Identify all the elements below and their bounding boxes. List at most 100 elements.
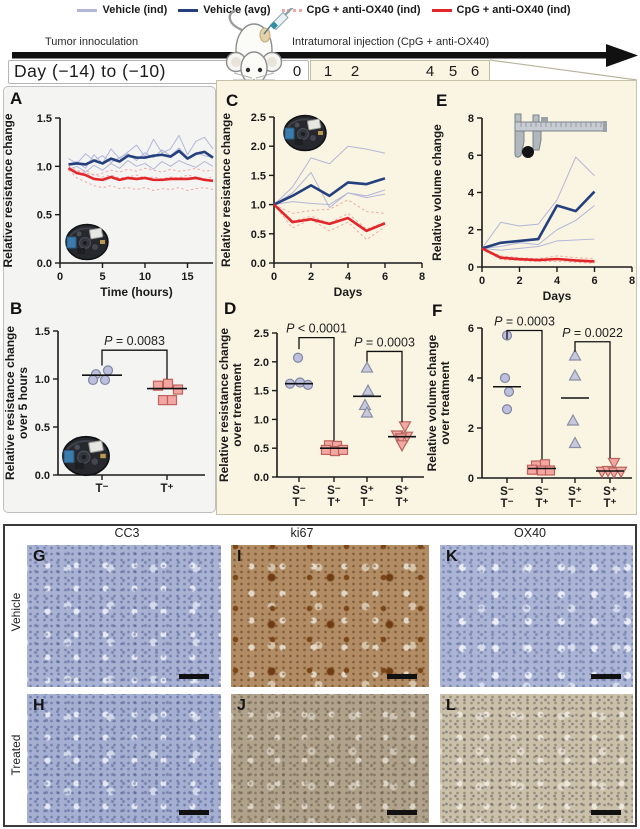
cpg-avg-line-swatch	[431, 8, 452, 12]
scale-bar	[179, 674, 209, 679]
scale-bar	[387, 810, 417, 815]
svg-text:Days: Days	[334, 285, 363, 299]
svg-text:Relative volume changeover tre: Relative volume changeover treatment	[425, 334, 452, 471]
svg-text:1.5: 1.5	[251, 170, 266, 182]
chart-panel-e-volume-vs-days: 0 2 4 6 8 0 2 4 6 8 Days Relative volume change	[430, 113, 635, 303]
svg-text:1.5: 1.5	[254, 386, 269, 398]
svg-text:0.0: 0.0	[35, 470, 50, 482]
svg-text:2.5: 2.5	[254, 328, 269, 340]
svg-text:Relative resistance changeover: Relative resistance changeover treatment	[217, 328, 244, 482]
panel-f-letter: F	[432, 301, 443, 320]
tumor-inoculation-label: Tumor innoculation	[45, 36, 139, 48]
svg-text:P = 0.0003: P = 0.0003	[354, 335, 415, 349]
day-number-2: 2	[350, 63, 360, 80]
svg-text:4: 4	[468, 188, 475, 200]
day-number-1: 1	[323, 63, 333, 80]
sensor-device-photo	[65, 223, 109, 261]
svg-text:Relative resistance change: Relative resistance change	[219, 113, 233, 267]
scale-bar	[179, 810, 209, 815]
svg-text:Days: Days	[543, 289, 572, 303]
chart-panel-f-volume-treatment-scatter: 0 2 4 6 S⁻ T⁻ S⁻ T⁺ S⁺ T⁻ S⁺ T⁺ P = 0.0003 P = 0.0022…	[425, 315, 632, 510]
stain-column-title-ki67: ki67	[290, 526, 314, 540]
chart-panel-d-resistance-treatment-scatter: 0.0 0.5 1.0 1.5 2.0 2.5 S⁻ T⁻ S⁻ T⁺ S⁺ T⁻ S⁺ T⁺ P < 0.…	[217, 322, 424, 509]
panel-h-letter: H	[33, 697, 45, 714]
svg-text:1.5: 1.5	[35, 326, 50, 338]
svg-text:2: 2	[468, 423, 474, 435]
chart-panel-c-resistance-vs-days: 0.0 0.5 1.0 1.5 2.0 2.5 0 2 4 6 8 Days Relative resi…	[219, 112, 425, 299]
panel-c-letter: C	[226, 91, 239, 110]
day-range-label: Day (−14) to (−10)	[14, 61, 166, 81]
vehicle-avg-line-swatch	[178, 8, 199, 12]
stain-column-title-cc3: CC3	[114, 526, 140, 540]
scale-bar	[591, 674, 621, 679]
day-number-5: 5	[448, 63, 458, 80]
legend-label: Vehicle (ind)	[102, 4, 168, 16]
legend-label: CpG + anti-OX40 (ind)	[456, 4, 571, 16]
svg-text:1.5: 1.5	[37, 113, 52, 125]
svg-text:0.5: 0.5	[35, 422, 50, 434]
svg-text:S⁻T⁻: S⁻ T⁻	[500, 486, 514, 510]
caliper-photo	[514, 113, 607, 158]
svg-text:4: 4	[468, 373, 475, 385]
svg-text:P = 0.0003: P = 0.0003	[494, 315, 555, 329]
panel-d-letter: D	[224, 299, 237, 318]
svg-text:S⁺T⁻: S⁺ T⁻	[568, 486, 582, 510]
sensor-device-photo	[283, 114, 327, 152]
panel-e-letter: E	[436, 91, 448, 110]
svg-text:10: 10	[139, 271, 151, 283]
svg-text:Relative resistance changeover: Relative resistance changeover 5 hours	[3, 326, 30, 480]
mouse-with-syringe-illustration	[225, 8, 294, 88]
legend-label: CpG + anti-OX40 (ind)	[306, 4, 421, 16]
svg-text:Relative resistance change: Relative resistance change	[1, 113, 15, 267]
svg-text:S⁺T⁻: S⁺ T⁻	[360, 485, 374, 509]
svg-text:4: 4	[554, 275, 561, 287]
row-label-vehicle: Vehicle	[9, 592, 23, 632]
svg-text:8: 8	[468, 113, 474, 125]
svg-text:2: 2	[516, 275, 522, 287]
svg-text:8: 8	[629, 275, 635, 287]
svg-text:2.0: 2.0	[254, 357, 269, 369]
svg-text:0.5: 0.5	[251, 229, 266, 241]
svg-text:0: 0	[271, 271, 277, 283]
intratumoral-injection-label: Intratumoral injection (CpG + anti-OX40)	[292, 36, 490, 48]
svg-text:1.0: 1.0	[37, 161, 52, 173]
sensor-device-photo	[61, 435, 111, 477]
svg-text:6: 6	[382, 271, 388, 283]
legend-item-vehicle-avg: Vehicle (avg)	[178, 4, 271, 16]
svg-text:6: 6	[468, 323, 474, 335]
scale-bar	[591, 810, 621, 815]
svg-text:1.0: 1.0	[254, 414, 269, 426]
panel-i-letter: I	[237, 548, 242, 565]
svg-text:Time (hours): Time (hours)	[100, 285, 172, 299]
svg-text:T⁻: T⁻	[95, 483, 108, 495]
chart-panel-a-resistance-vs-time: 0.0 0.5 1.0 1.5 0 5 10 15 Time (hours) Relative r…	[1, 113, 214, 299]
legend-item-cpg-avg: CpG + anti-OX40 (ind)	[431, 4, 571, 16]
svg-text:P = 0.0022: P = 0.0022	[562, 326, 623, 340]
svg-text:0.0: 0.0	[251, 258, 266, 270]
svg-text:S⁻T⁺: S⁻ T⁺	[327, 485, 341, 509]
svg-text:2.5: 2.5	[251, 112, 266, 124]
micrograph-h-cc3-treated: H	[27, 694, 221, 823]
micrograph-j-ki67-treated: J	[231, 694, 429, 823]
panel-g-letter: G	[33, 548, 46, 565]
svg-text:5: 5	[99, 271, 105, 283]
svg-text:P < 0.0001: P < 0.0001	[286, 322, 347, 336]
svg-text:8: 8	[419, 271, 425, 283]
micrograph-g-cc3-vehicle: G	[27, 545, 221, 687]
row-label-treated: Treated	[9, 734, 23, 776]
micrograph-l-ox40-treated: L	[440, 694, 633, 823]
svg-text:0: 0	[468, 262, 474, 274]
panel-k-letter: K	[446, 548, 458, 565]
legend-label: Vehicle (avg)	[203, 4, 271, 16]
sensor-panels-box	[3, 86, 216, 513]
stain-column-title-ox40: OX40	[514, 526, 546, 540]
panel-j-letter: J	[237, 697, 246, 714]
vehicle-ind-line-swatch	[77, 8, 98, 12]
svg-text:S⁻T⁺: S⁻ T⁺	[535, 486, 549, 510]
micrograph-k-ox40-vehicle: K	[440, 545, 633, 687]
svg-text:0: 0	[57, 271, 63, 283]
svg-text:1.0: 1.0	[35, 374, 50, 386]
panel-b-letter: B	[10, 299, 23, 318]
svg-text:6: 6	[468, 150, 474, 162]
